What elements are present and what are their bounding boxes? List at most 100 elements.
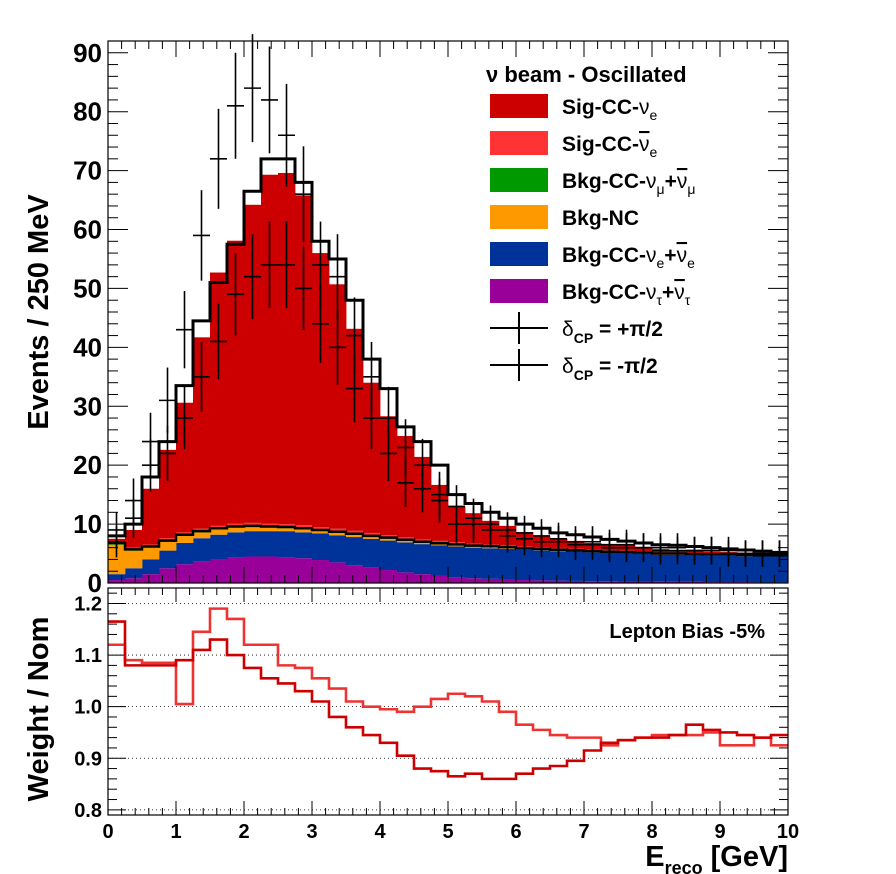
- stack-bar: [125, 529, 143, 548]
- legend-subscript: μ: [687, 181, 695, 197]
- stack-bar: [329, 284, 347, 529]
- legend-label: Sig-CC-νe: [562, 96, 658, 123]
- data-point: [176, 291, 193, 369]
- legend-label: δCP = +π/2: [562, 318, 663, 346]
- x-tick-label: 3: [306, 821, 317, 843]
- stack-bar: [465, 578, 483, 583]
- stack-bar: [329, 535, 347, 563]
- legend-swatch: [490, 131, 548, 155]
- legend-label-text: Sig-CC-: [562, 96, 639, 119]
- legend-label: Bkg-NC: [562, 207, 639, 230]
- stack-bar: [346, 537, 364, 566]
- stack-bar: [142, 547, 160, 560]
- legend-entry: δCP = -π/2: [490, 349, 658, 383]
- legend-subscript: CP: [574, 330, 593, 346]
- stack-bar: [380, 538, 398, 541]
- stack-bar: [414, 542, 432, 545]
- y-tick-label: 0: [88, 568, 102, 598]
- stack-bar: [329, 562, 347, 583]
- y-axis-title-top: Events / 250 MeV: [23, 194, 55, 430]
- data-point: [771, 540, 788, 567]
- data-point: [227, 253, 244, 336]
- legend-header: ν beam - Oscillated: [486, 62, 687, 87]
- legend-nu-bar-symbol: ν: [674, 281, 685, 304]
- legend-nu-symbol: ν: [646, 170, 657, 193]
- data-point: [193, 341, 210, 412]
- stack-bar: [431, 575, 449, 583]
- data-point: [737, 540, 754, 567]
- data-point: [142, 412, 159, 471]
- stack-bar: [125, 568, 143, 579]
- stack-bar: [567, 580, 585, 583]
- data-point: [380, 386, 397, 450]
- stack-bar: [363, 382, 381, 533]
- legend-value: = -π/2: [593, 355, 658, 378]
- y-tick-label: 90: [73, 38, 102, 68]
- y-tick-label: 1.0: [74, 697, 102, 719]
- stack-bar: [669, 554, 687, 582]
- stack-bar: [176, 402, 194, 533]
- data-point: [193, 190, 210, 281]
- stack-bar: [737, 556, 755, 583]
- stack-bar: [108, 580, 126, 583]
- legend-swatch: [490, 205, 548, 229]
- stack-bar: [244, 556, 262, 583]
- stack-bar: [261, 556, 279, 583]
- x-tick-label: 10: [777, 821, 799, 843]
- data-point: [516, 515, 533, 551]
- stack-bar: [312, 253, 330, 528]
- stack-bar: [227, 527, 245, 533]
- data-point: [261, 221, 278, 309]
- stack-bar: [227, 240, 245, 524]
- x-tick-label: 8: [646, 821, 657, 843]
- stack-bar: [754, 556, 772, 583]
- data-point: [244, 234, 261, 320]
- legend-label: Sig-CC-νe: [562, 133, 658, 160]
- data-point: [618, 529, 635, 560]
- stack-bar: [771, 556, 789, 583]
- stack-bar: [397, 542, 415, 573]
- stack-bar: [108, 574, 126, 581]
- stack-bar: [295, 525, 313, 529]
- stack-bar: [346, 534, 364, 538]
- stack-bar: [686, 555, 704, 582]
- data-point: [584, 526, 601, 558]
- stack-bar: [635, 581, 653, 583]
- y-tick-label: 40: [73, 332, 102, 362]
- stack-bar: [329, 532, 347, 536]
- stack-bar: [244, 522, 262, 526]
- legend-swatch: [490, 279, 548, 303]
- data-point: [499, 512, 516, 548]
- data-point: [159, 425, 176, 482]
- stack-bar: [142, 574, 160, 583]
- stack-bar: [142, 488, 160, 545]
- legend-subscript: CP: [574, 367, 593, 383]
- stack-bar: [142, 559, 160, 575]
- x-tick-label: 5: [442, 821, 453, 843]
- stack-bar: [584, 552, 602, 582]
- y-tick-label: 10: [73, 509, 102, 539]
- data-point: [312, 221, 329, 309]
- y-tick-label: 30: [73, 391, 102, 421]
- stack-bar: [346, 565, 364, 583]
- data-point: [295, 246, 312, 331]
- legend: Sig-CC-νeSig-CC-νeBkg-CC-νμ+νμBkg-NCBkg-…: [490, 94, 695, 383]
- data-point: [567, 526, 584, 558]
- data-points-1: [108, 34, 788, 567]
- stack-bar: [312, 531, 330, 534]
- x-tick-label: 9: [714, 821, 725, 843]
- data-point: [635, 533, 652, 563]
- stack-bar: [397, 540, 415, 543]
- data-point: [482, 505, 499, 543]
- y-tick-label: 0.8: [74, 800, 102, 822]
- stack-bar: [482, 547, 500, 549]
- data-point: [550, 522, 567, 555]
- x-axis-title: Ereco [GeV]: [645, 841, 788, 874]
- ratio-line-0: [108, 607, 788, 747]
- legend-entry: Sig-CC-νe: [490, 131, 658, 160]
- y-tick-label: 50: [73, 273, 102, 303]
- stack-bar: [193, 561, 211, 583]
- stack-bar: [176, 542, 194, 565]
- data-point: [669, 533, 686, 563]
